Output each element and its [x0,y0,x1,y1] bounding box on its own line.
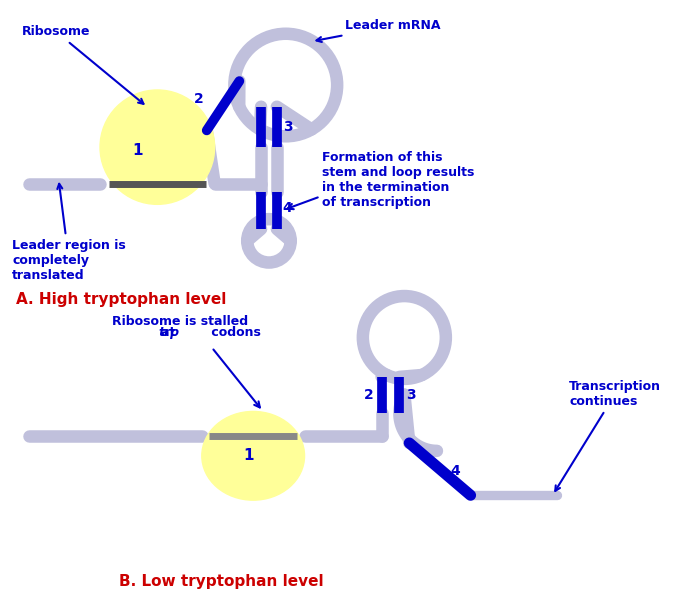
Text: 4: 4 [451,464,461,478]
Text: Leader region is
completely
translated: Leader region is completely translated [12,184,126,282]
Text: Formation of this
stem and loop results
in the termination
of transcription: Formation of this stem and loop results … [322,151,475,209]
Text: 3: 3 [406,388,416,402]
Text: A. High tryptophan level: A. High tryptophan level [16,292,226,307]
Ellipse shape [202,412,304,500]
Text: 2: 2 [194,92,204,106]
Text: trp: trp [159,326,180,340]
Text: Ribosome: Ribosome [22,25,144,104]
Ellipse shape [100,90,215,205]
Text: 1: 1 [243,448,253,463]
Text: 1: 1 [132,143,143,158]
Text: B. Low tryptophan level: B. Low tryptophan level [119,574,324,589]
Text: 4: 4 [283,201,293,215]
Text: Transcription
continues: Transcription continues [555,380,662,491]
Text: codons: codons [206,326,260,340]
Text: 2: 2 [364,388,374,402]
Text: at: at [161,326,180,340]
Text: Ribosome is stalled: Ribosome is stalled [112,314,248,328]
Text: Leader mRNA: Leader mRNA [316,19,440,42]
Text: 3: 3 [283,120,293,134]
